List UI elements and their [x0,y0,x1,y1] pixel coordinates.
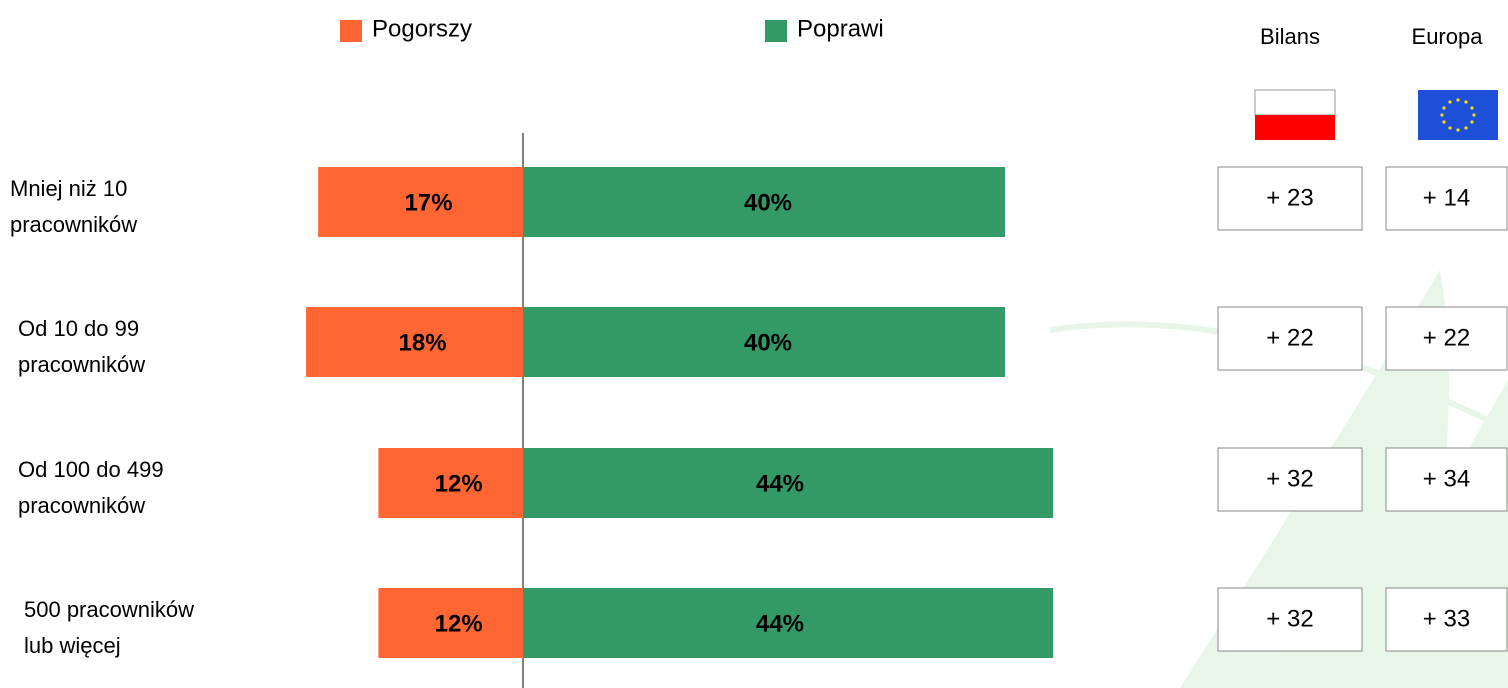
balance-box [1217,447,1363,512]
flag-poland [1254,89,1336,140]
legend-label: Pogorszy [372,15,472,42]
bar [318,167,523,237]
flag-stars [1440,98,1476,132]
legend-swatch [340,20,362,42]
category-label: lub więcej [24,633,121,658]
legend-label: Poprawi [797,15,884,42]
value-label: 40% [744,189,792,216]
category-label: Od 100 do 499 [18,457,164,482]
balance-label: + 23 [1266,184,1313,211]
category-label: Mniej niż 10 [10,176,127,201]
balance-box [1385,306,1508,371]
bar [523,588,1054,658]
category-label: pracowników [18,352,145,377]
flag-eu [1418,90,1498,140]
balance-box [1385,447,1508,512]
balance-box [1217,166,1363,231]
category-label: 500 pracowników [24,597,194,622]
bar [523,167,1005,237]
legend-swatch [765,20,787,42]
balance-box [1217,587,1363,652]
bar [306,307,523,377]
column-header: Europa [1412,24,1484,49]
value-label: 18% [399,329,447,356]
balance-label: + 32 [1266,465,1313,492]
column-header: Bilans [1260,24,1320,49]
flag-red [1255,115,1335,140]
bar [523,448,1054,518]
flag-blue [1418,90,1498,140]
balance-label: + 22 [1423,324,1470,351]
value-label: 17% [405,189,453,216]
value-label: 12% [435,610,483,637]
bar [378,448,523,518]
category-label: pracowników [10,212,137,237]
balance-label: + 34 [1423,465,1470,492]
value-label: 44% [756,610,804,637]
balance-label: + 32 [1266,605,1313,632]
balance-label: + 14 [1423,184,1470,211]
bar [378,588,523,658]
value-label: 40% [744,329,792,356]
balance-box [1385,587,1508,652]
balance-label: + 22 [1266,324,1313,351]
bar [523,307,1005,377]
value-label: 12% [435,470,483,497]
balance-label: + 33 [1423,605,1470,632]
category-label: Od 10 do 99 [18,316,139,341]
category-label: pracowników [18,493,145,518]
flag-white [1254,89,1336,116]
value-label: 44% [756,470,804,497]
balance-box [1385,166,1508,231]
balance-box [1217,306,1363,371]
